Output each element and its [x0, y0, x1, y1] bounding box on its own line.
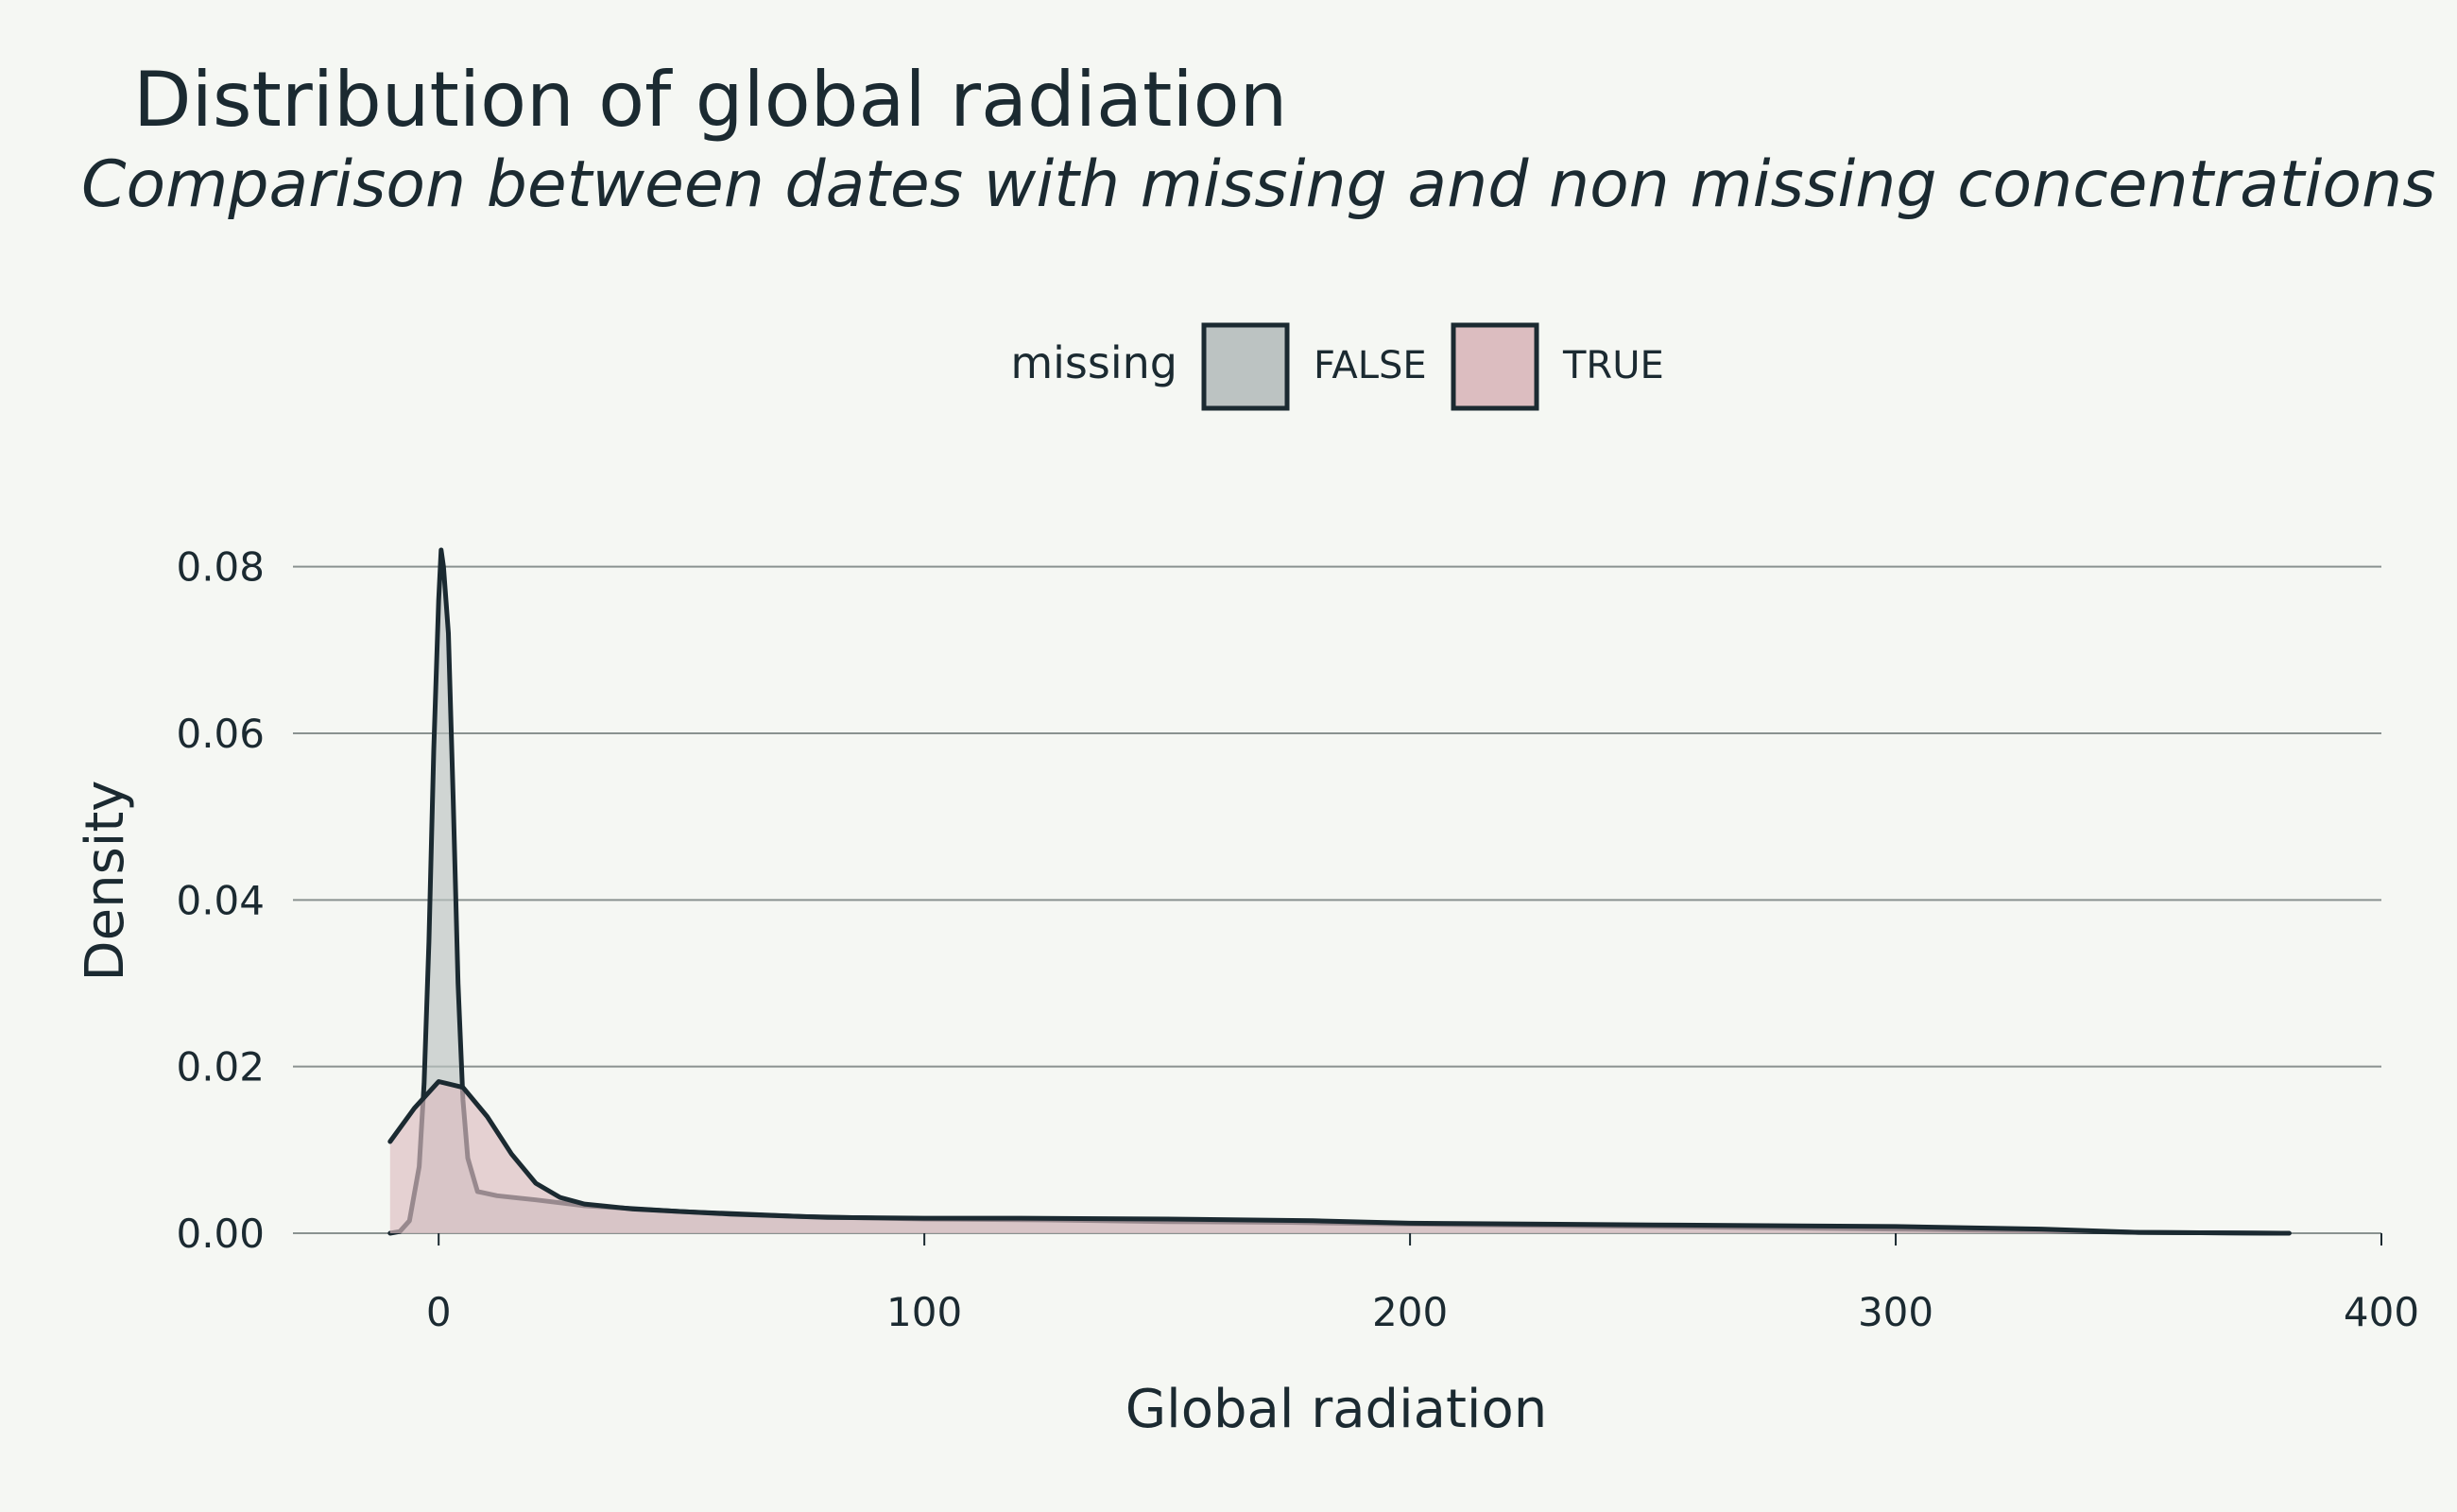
legend-label-false: FALSE [1314, 344, 1427, 387]
x-tick-label: 200 [1372, 1289, 1448, 1335]
legend-swatch-true [1451, 322, 1539, 411]
x-tick-label: 0 [426, 1289, 452, 1335]
legend-swatch-false [1201, 322, 1290, 411]
density-line-false [387, 547, 2292, 1236]
y-tick-label: 0.08 [176, 544, 265, 591]
x-tick-label: 300 [1858, 1289, 1933, 1335]
y-tick-label: 0.02 [176, 1044, 265, 1091]
gridlines [293, 565, 2381, 1234]
y-tick-label: 0.04 [176, 877, 265, 923]
axes: 0.00 0.02 0.04 0.06 0.08 0 100 200 300 400 [176, 544, 2419, 1335]
y-tick-label: 0.06 [176, 711, 265, 757]
legend: missing FALSE TRUE [1010, 322, 1664, 411]
y-tick-label: 0.00 [176, 1211, 265, 1257]
density-area-false [389, 550, 2290, 1233]
chart-title: Distribution of global radiation [133, 56, 1288, 144]
legend-title: missing [1010, 337, 1177, 388]
density-area-true [389, 1081, 2290, 1233]
x-axis-label: Global radiation [1125, 1379, 1547, 1440]
density-line-true [387, 1079, 2292, 1236]
legend-label-true: TRUE [1562, 344, 1664, 387]
x-tick-label: 100 [886, 1289, 962, 1335]
x-tick-label: 400 [2344, 1289, 2419, 1335]
chart-subtitle: Comparison between dates with missing an… [81, 147, 2436, 222]
y-axis-label: Density [75, 781, 136, 982]
density-series [387, 547, 2292, 1236]
